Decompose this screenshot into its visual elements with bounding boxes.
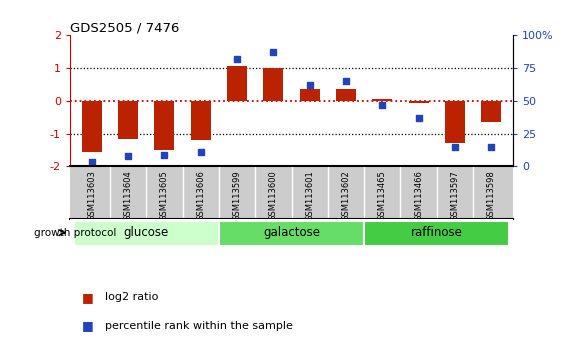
- Point: [160, 152, 169, 158]
- Point: [269, 50, 278, 55]
- Text: growth protocol: growth protocol: [34, 228, 116, 238]
- Text: GSM113597: GSM113597: [451, 171, 459, 221]
- Text: ■: ■: [82, 319, 93, 332]
- Text: GSM113598: GSM113598: [487, 171, 496, 221]
- Bar: [300, 90, 319, 101]
- Point: [378, 102, 387, 108]
- Text: log2 ratio: log2 ratio: [105, 292, 159, 302]
- Point: [414, 115, 423, 121]
- Bar: [82, 101, 102, 152]
- Point: [341, 78, 350, 84]
- Text: GSM113604: GSM113604: [124, 171, 132, 221]
- Text: raffinose: raffinose: [411, 226, 463, 239]
- Bar: [118, 101, 138, 138]
- Bar: [73, 221, 219, 246]
- Point: [487, 144, 496, 149]
- Bar: [227, 67, 247, 101]
- Bar: [445, 101, 465, 143]
- Point: [450, 144, 459, 149]
- Bar: [336, 90, 356, 101]
- Bar: [409, 101, 429, 103]
- Text: GSM113465: GSM113465: [378, 171, 387, 221]
- Text: GSM113600: GSM113600: [269, 171, 278, 221]
- Point: [233, 56, 242, 62]
- Text: percentile rank within the sample: percentile rank within the sample: [105, 321, 293, 331]
- Text: GDS2505 / 7476: GDS2505 / 7476: [70, 21, 180, 34]
- Bar: [364, 221, 510, 246]
- Point: [87, 160, 96, 165]
- Text: GSM113602: GSM113602: [342, 171, 350, 221]
- Bar: [219, 221, 364, 246]
- Bar: [481, 101, 501, 122]
- Point: [124, 153, 133, 159]
- Text: GSM113606: GSM113606: [196, 171, 205, 221]
- Text: GSM113601: GSM113601: [305, 171, 314, 221]
- Text: glucose: glucose: [124, 226, 169, 239]
- Bar: [373, 98, 392, 101]
- Text: galactose: galactose: [263, 226, 320, 239]
- Bar: [191, 101, 210, 140]
- Bar: [154, 101, 174, 150]
- Text: ■: ■: [82, 291, 93, 304]
- Text: GSM113603: GSM113603: [87, 171, 96, 221]
- Text: GSM113605: GSM113605: [160, 171, 169, 221]
- Point: [196, 149, 205, 155]
- Point: [305, 82, 314, 88]
- Text: GSM113599: GSM113599: [233, 171, 241, 221]
- Text: GSM113466: GSM113466: [414, 171, 423, 221]
- Bar: [264, 68, 283, 101]
